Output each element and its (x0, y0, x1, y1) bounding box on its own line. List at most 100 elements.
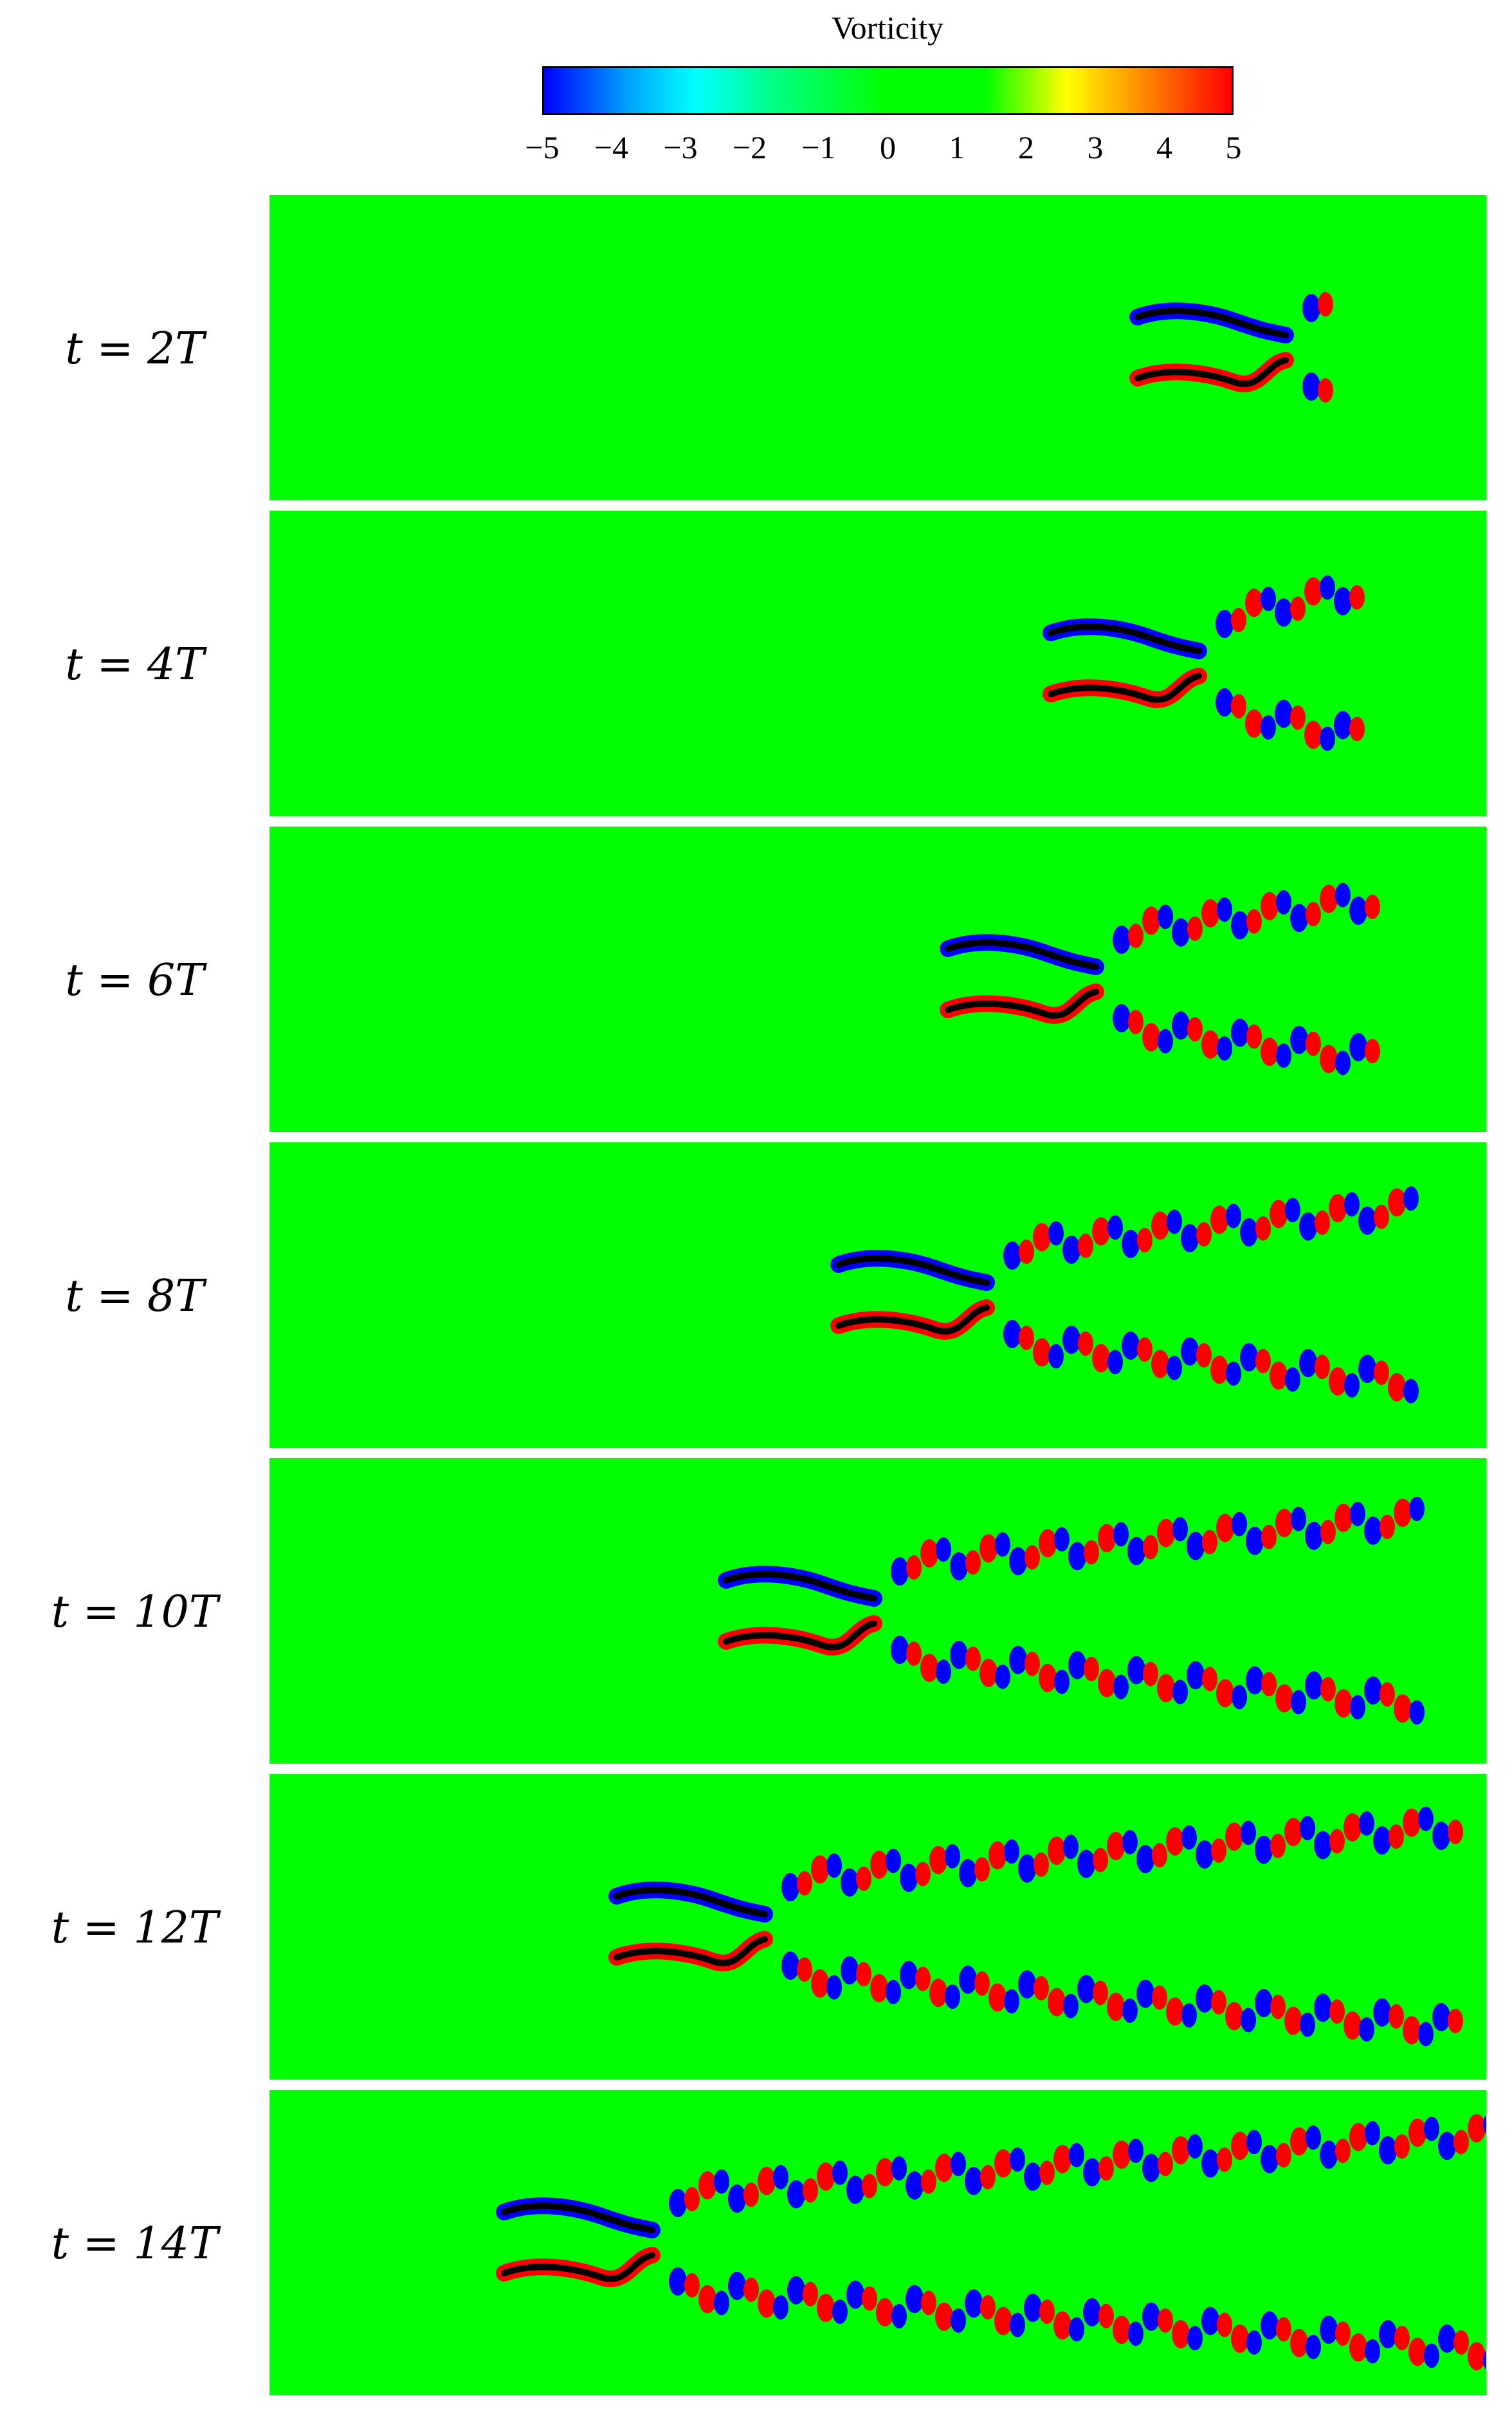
vortex (684, 2187, 700, 2211)
vortex (1078, 1233, 1093, 1258)
colorbar-tick-label: 2 (1018, 129, 1034, 165)
vortex (1468, 2114, 1486, 2143)
vortex (1033, 1223, 1051, 1252)
vortex (1349, 2333, 1367, 2362)
vortex (1142, 2153, 1160, 2182)
vortex (1217, 2312, 1232, 2337)
vortex (1306, 2125, 1321, 2150)
vortex (876, 2158, 894, 2187)
vortex (1255, 1216, 1271, 1241)
vortex (1373, 1998, 1391, 2027)
vortex (1024, 2293, 1042, 2322)
vortex (1255, 1989, 1273, 2018)
vortex (1275, 598, 1293, 627)
swimmer-body (723, 1620, 877, 1650)
time-label: t = 14T (51, 2218, 219, 2269)
vortex (1039, 1529, 1057, 1558)
vortex (1349, 1033, 1367, 1062)
vortex (1403, 1808, 1421, 1837)
vortex (1083, 2298, 1101, 2327)
vortex (1394, 1498, 1412, 1527)
vortex (1122, 1229, 1140, 1258)
colorbar-tick-label: −3 (663, 129, 698, 165)
vortex (1290, 1025, 1308, 1054)
vortex (1157, 1519, 1175, 1548)
vortex (994, 2149, 1012, 2178)
vortex (1306, 902, 1321, 927)
vortex (965, 1646, 981, 1671)
vortex (1128, 1010, 1143, 1034)
vortex (1093, 1980, 1108, 2006)
vortex (1068, 1650, 1086, 1679)
colorbar-tick-label: −2 (732, 129, 767, 165)
vortex (1024, 2163, 1042, 2191)
vortex (841, 1956, 859, 1985)
colorbar-tick-label: 3 (1087, 129, 1104, 165)
colorbar-tick-label: 4 (1156, 129, 1172, 165)
vortex (1483, 2350, 1486, 2370)
vortex (1128, 2321, 1143, 2346)
vortex (1210, 1205, 1228, 1234)
vortex (1231, 1018, 1249, 1047)
vortex (1275, 1508, 1293, 1537)
vortex (1335, 882, 1351, 908)
vortex (1048, 1344, 1064, 1369)
vortex (1380, 1682, 1395, 1707)
vortex (758, 2166, 776, 2195)
vortex (1122, 1830, 1138, 1855)
vortex (1225, 2002, 1243, 2031)
vortex (728, 2271, 746, 2300)
vortex (1143, 1661, 1158, 1687)
swimmer-body (501, 2252, 655, 2282)
vortex (1196, 1343, 1212, 1368)
vortex (1004, 1989, 1019, 2014)
vortex (1306, 1031, 1321, 1056)
vortex (1018, 1970, 1036, 1999)
vortex (1092, 1217, 1110, 1246)
vortex (1240, 1343, 1258, 1372)
vortex (698, 2285, 716, 2314)
vortex (915, 1861, 931, 1887)
vortex (920, 1653, 938, 1682)
vortex (1113, 926, 1131, 954)
vortex (1216, 1679, 1234, 1708)
vortex (1358, 1206, 1376, 1235)
vortex (1334, 587, 1352, 616)
swimmer-body (1134, 357, 1289, 387)
vortex (1365, 2339, 1380, 2364)
vortex (936, 1659, 951, 1684)
vortex (974, 1857, 990, 1882)
vortex (1245, 589, 1263, 617)
vortex (856, 1866, 871, 1891)
vortex (1320, 2140, 1338, 2169)
vortex (1136, 1845, 1154, 1874)
colorbar-tick-label: 0 (880, 129, 896, 165)
vortex (1217, 1036, 1232, 1061)
vortex (1261, 2144, 1279, 2173)
vortex (1335, 1050, 1351, 1075)
vortex (1004, 1839, 1019, 1864)
vortex (1261, 1524, 1277, 1550)
swimmer-body (723, 1571, 877, 1602)
vortex (1373, 1826, 1391, 1855)
vortex (773, 2164, 788, 2190)
vortex (1365, 2121, 1380, 2146)
vortex (1187, 2326, 1203, 2351)
vortex (1291, 1506, 1306, 1532)
vortex (1275, 1684, 1293, 1713)
vortex (1231, 2132, 1249, 2161)
vortex (1241, 2007, 1256, 2033)
vorticity-colorbar (542, 66, 1234, 115)
vortex (1343, 1813, 1362, 1842)
vortex (1211, 1989, 1226, 2015)
vorticity-panel (269, 1142, 1486, 1448)
vortex (1290, 904, 1308, 933)
vortex (1157, 1674, 1175, 1703)
vortex (1329, 1194, 1347, 1223)
vortex (1320, 1045, 1338, 1074)
vortex (1270, 1833, 1286, 1858)
vortex (1053, 2144, 1071, 2173)
vortex (906, 2285, 924, 2314)
vortex (980, 2164, 996, 2190)
vortex (1276, 2317, 1291, 2342)
